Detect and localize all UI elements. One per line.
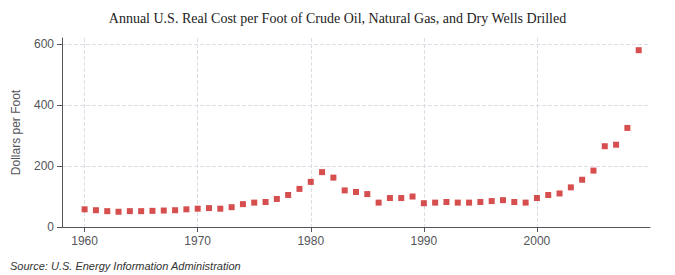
svg-text:Annual U.S. Real Cost per Foot: Annual U.S. Real Cost per Foot of Crude … <box>109 11 566 26</box>
svg-text:2000: 2000 <box>524 234 551 248</box>
svg-text:1990: 1990 <box>410 234 437 248</box>
svg-text:Source: U.S. Energy Informatio: Source: U.S. Energy Information Administ… <box>10 260 241 272</box>
svg-text:Dollars per Foot: Dollars per Foot <box>9 89 23 175</box>
svg-text:200: 200 <box>34 159 54 173</box>
svg-text:400: 400 <box>34 98 54 112</box>
svg-text:600: 600 <box>34 37 54 51</box>
svg-text:1960: 1960 <box>71 234 98 248</box>
svg-text:1970: 1970 <box>184 234 211 248</box>
svg-text:1980: 1980 <box>297 234 324 248</box>
svg-text:0: 0 <box>47 220 54 234</box>
